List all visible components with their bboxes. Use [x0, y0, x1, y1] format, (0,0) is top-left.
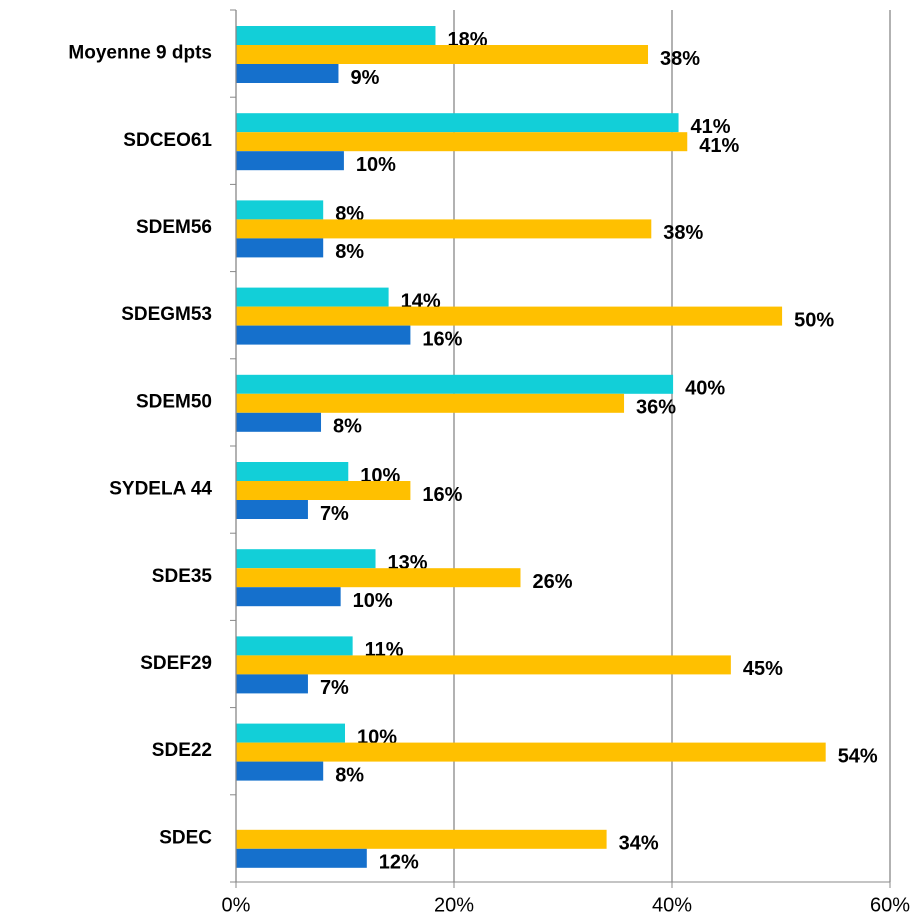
- data-label: 7%: [320, 677, 349, 699]
- category-label: SDE35: [152, 566, 213, 587]
- x-tick-label: 0%: [222, 894, 251, 916]
- category-label: SDEM50: [136, 391, 212, 412]
- data-label: 41%: [691, 116, 731, 138]
- bar: [236, 219, 652, 239]
- data-label: 8%: [335, 764, 364, 786]
- data-label: 10%: [353, 590, 393, 612]
- bar: [236, 568, 521, 588]
- bar: [236, 306, 783, 326]
- bar: [236, 374, 674, 394]
- bar: [236, 325, 411, 345]
- bar: [236, 674, 308, 694]
- bar: [236, 200, 324, 220]
- bar: [236, 238, 324, 258]
- category-label: SDCEO61: [123, 130, 212, 151]
- bar: [236, 829, 607, 849]
- category-label: SDEM56: [136, 217, 212, 238]
- x-tick-label: 60%: [870, 894, 910, 916]
- bar: [236, 132, 688, 152]
- bar: [236, 462, 349, 481]
- x-tick-label: 20%: [434, 894, 474, 916]
- x-tick-label: 40%: [652, 894, 692, 916]
- data-label: 36%: [636, 397, 676, 419]
- bar: [236, 500, 308, 519]
- data-label: 8%: [335, 241, 364, 263]
- data-label: 16%: [422, 328, 462, 350]
- category-label: Moyenne 9 dpts: [68, 43, 212, 64]
- bar: [236, 64, 339, 83]
- bar: [236, 481, 411, 500]
- category-label: SDE22: [152, 740, 212, 761]
- bar: [236, 723, 345, 743]
- data-label: 7%: [320, 503, 349, 525]
- bar: [236, 655, 731, 675]
- data-label: 9%: [350, 67, 379, 89]
- bar: [236, 636, 353, 656]
- bar: [236, 587, 341, 607]
- bar: [236, 412, 322, 432]
- data-label: 45%: [743, 658, 783, 680]
- data-label: 10%: [356, 154, 396, 176]
- bar: [236, 848, 367, 868]
- data-label: 50%: [794, 309, 834, 331]
- data-label: 40%: [685, 378, 725, 400]
- category-label: SDEF29: [140, 653, 212, 674]
- bar: [236, 26, 436, 45]
- bar: [236, 761, 324, 781]
- data-label: 41%: [699, 135, 739, 157]
- bar: [236, 113, 679, 133]
- data-label: 12%: [379, 852, 419, 874]
- data-label: 16%: [422, 484, 462, 506]
- data-label: 34%: [619, 833, 659, 855]
- category-label: SDEC: [159, 827, 212, 848]
- data-label: 54%: [838, 745, 878, 767]
- bar: [236, 151, 344, 171]
- category-label: SYDELA 44: [109, 479, 212, 500]
- data-label: 8%: [333, 416, 362, 438]
- category-label: SDEGM53: [121, 304, 212, 325]
- data-label: 26%: [532, 571, 572, 593]
- bar: [236, 393, 625, 413]
- data-label: 38%: [660, 48, 700, 70]
- bar: [236, 742, 826, 762]
- bar: [236, 45, 649, 64]
- data-label: 38%: [663, 222, 703, 244]
- bar: [236, 287, 389, 307]
- bar: [236, 549, 376, 569]
